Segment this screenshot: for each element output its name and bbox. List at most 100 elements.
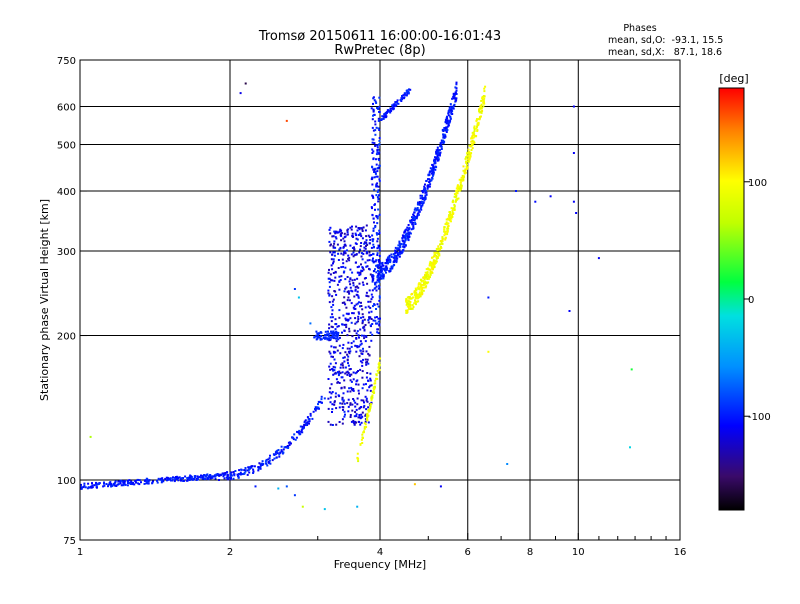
echo-point xyxy=(303,424,306,426)
echo-point xyxy=(375,281,378,284)
echo-point xyxy=(207,478,210,480)
echo-point xyxy=(328,327,331,330)
echo-point xyxy=(377,320,380,323)
echo-point xyxy=(475,119,478,122)
echo-point xyxy=(370,318,373,320)
echo-point xyxy=(337,371,339,374)
echo-point xyxy=(165,476,168,479)
echo-point xyxy=(206,477,209,480)
echo-point xyxy=(414,221,417,224)
echo-point xyxy=(333,403,336,406)
echo-point xyxy=(361,376,364,379)
echo-point xyxy=(370,298,373,301)
echo-point xyxy=(365,408,368,411)
echo-point xyxy=(143,482,146,485)
echo-point xyxy=(429,276,431,279)
echo-point xyxy=(443,230,446,233)
echo-point xyxy=(421,201,424,204)
echo-point xyxy=(385,112,388,115)
echo-point xyxy=(405,300,408,303)
echo-point xyxy=(466,158,469,161)
echo-point xyxy=(91,486,94,489)
echo-point xyxy=(458,178,461,181)
echo-point xyxy=(341,418,344,421)
echo-point xyxy=(353,304,356,307)
echo-point xyxy=(360,255,363,258)
echo-point xyxy=(347,319,349,322)
echo-point xyxy=(454,86,457,89)
echo-point xyxy=(444,230,447,233)
echo-point xyxy=(450,112,453,115)
echo-point xyxy=(431,168,434,171)
echo-point xyxy=(107,485,109,488)
echo-point xyxy=(456,192,459,195)
echo-point xyxy=(382,264,385,267)
echo-point xyxy=(325,337,328,340)
echo-point xyxy=(378,137,381,139)
echo-point xyxy=(341,422,344,425)
echo-point xyxy=(351,290,354,293)
echo-point xyxy=(453,195,456,198)
echo-point xyxy=(377,233,380,235)
echo-point xyxy=(364,229,367,232)
echo-point xyxy=(318,401,321,404)
echo-point xyxy=(419,194,422,197)
echo-point xyxy=(424,190,427,192)
echo-point xyxy=(230,474,233,477)
echo-point xyxy=(341,402,344,405)
echo-point xyxy=(350,373,353,376)
x-tick-label: 6 xyxy=(465,547,471,558)
echo-point xyxy=(357,370,359,372)
echo-point xyxy=(368,289,371,292)
echo-point xyxy=(362,226,365,229)
echo-point xyxy=(483,87,486,90)
echo-point xyxy=(331,334,334,337)
y-tick-label: 400 xyxy=(57,187,76,198)
echo-point xyxy=(378,247,381,249)
echo-point xyxy=(378,178,381,181)
echo-point xyxy=(380,265,383,268)
echo-point xyxy=(437,149,440,152)
echo-point xyxy=(464,157,467,160)
echo-point xyxy=(360,235,363,238)
echo-point xyxy=(452,199,455,202)
echo-point xyxy=(451,200,454,203)
echo-point xyxy=(415,303,417,306)
echo-point xyxy=(371,148,374,151)
echo-point xyxy=(347,312,350,315)
echo-point xyxy=(352,255,355,258)
echo-point xyxy=(390,253,393,256)
echo-point xyxy=(314,409,317,412)
echo-point xyxy=(361,370,364,373)
echo-point xyxy=(358,282,361,285)
echo-point xyxy=(335,237,338,240)
echo-point xyxy=(394,249,397,252)
echo-point xyxy=(392,264,395,267)
echo-point xyxy=(361,322,364,325)
echo-point xyxy=(389,268,392,271)
echo-point xyxy=(355,413,358,416)
echo-point xyxy=(378,159,381,162)
echo-point xyxy=(373,303,376,306)
echo-point xyxy=(357,383,360,386)
echo-point xyxy=(461,179,464,182)
echo-point xyxy=(437,251,440,254)
echo-point xyxy=(329,401,332,404)
echo-point xyxy=(471,140,474,143)
echo-point xyxy=(115,484,118,487)
echo-point xyxy=(339,366,342,369)
echo-point xyxy=(333,279,336,282)
echo-point xyxy=(342,253,345,256)
echo-point xyxy=(378,260,381,263)
echo-point xyxy=(359,443,362,446)
echo-point xyxy=(248,471,251,474)
echo-point xyxy=(451,107,454,110)
echo-point xyxy=(361,230,364,232)
echo-point xyxy=(413,483,416,486)
echo-point xyxy=(382,115,385,118)
echo-point xyxy=(365,399,368,402)
echo-point xyxy=(126,479,129,482)
echo-point xyxy=(369,273,372,276)
echo-point xyxy=(338,344,341,347)
echo-point xyxy=(126,484,129,487)
